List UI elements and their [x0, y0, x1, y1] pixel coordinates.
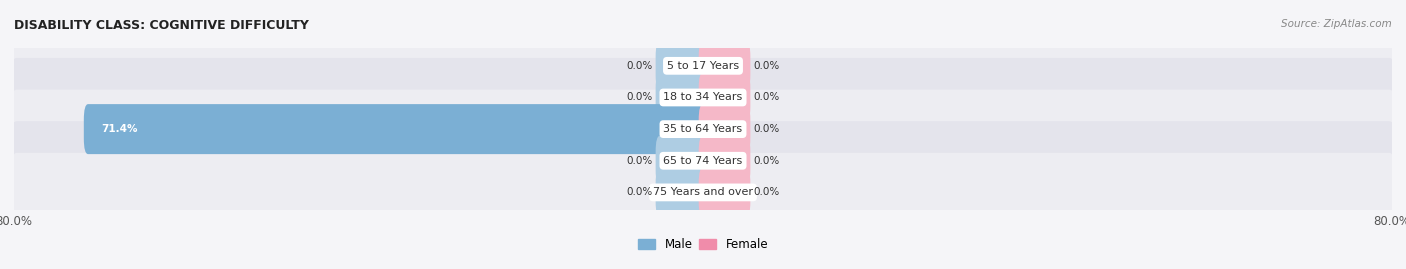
Text: DISABILITY CLASS: COGNITIVE DIFFICULTY: DISABILITY CLASS: COGNITIVE DIFFICULTY [14, 19, 309, 32]
Text: 0.0%: 0.0% [754, 93, 779, 102]
Text: 5 to 17 Years: 5 to 17 Years [666, 61, 740, 71]
FancyBboxPatch shape [699, 104, 751, 154]
FancyBboxPatch shape [699, 136, 751, 186]
Text: 65 to 74 Years: 65 to 74 Years [664, 156, 742, 166]
Text: Source: ZipAtlas.com: Source: ZipAtlas.com [1281, 19, 1392, 29]
Text: 18 to 34 Years: 18 to 34 Years [664, 93, 742, 102]
FancyBboxPatch shape [10, 121, 1396, 200]
FancyBboxPatch shape [699, 167, 751, 217]
Text: 0.0%: 0.0% [627, 93, 652, 102]
FancyBboxPatch shape [655, 136, 707, 186]
Text: 0.0%: 0.0% [754, 124, 779, 134]
FancyBboxPatch shape [655, 72, 707, 122]
Text: 35 to 64 Years: 35 to 64 Years [664, 124, 742, 134]
Text: 0.0%: 0.0% [627, 156, 652, 166]
Text: 0.0%: 0.0% [754, 156, 779, 166]
FancyBboxPatch shape [10, 58, 1396, 137]
Text: 0.0%: 0.0% [754, 61, 779, 71]
Legend: Male, Female: Male, Female [633, 233, 773, 256]
FancyBboxPatch shape [699, 41, 751, 91]
Text: 0.0%: 0.0% [754, 187, 779, 197]
FancyBboxPatch shape [10, 90, 1396, 169]
FancyBboxPatch shape [10, 26, 1396, 105]
FancyBboxPatch shape [10, 153, 1396, 232]
FancyBboxPatch shape [699, 72, 751, 122]
FancyBboxPatch shape [655, 167, 707, 217]
FancyBboxPatch shape [84, 104, 707, 154]
FancyBboxPatch shape [655, 41, 707, 91]
Text: 71.4%: 71.4% [101, 124, 138, 134]
Text: 0.0%: 0.0% [627, 61, 652, 71]
Text: 75 Years and over: 75 Years and over [652, 187, 754, 197]
Text: 0.0%: 0.0% [627, 187, 652, 197]
